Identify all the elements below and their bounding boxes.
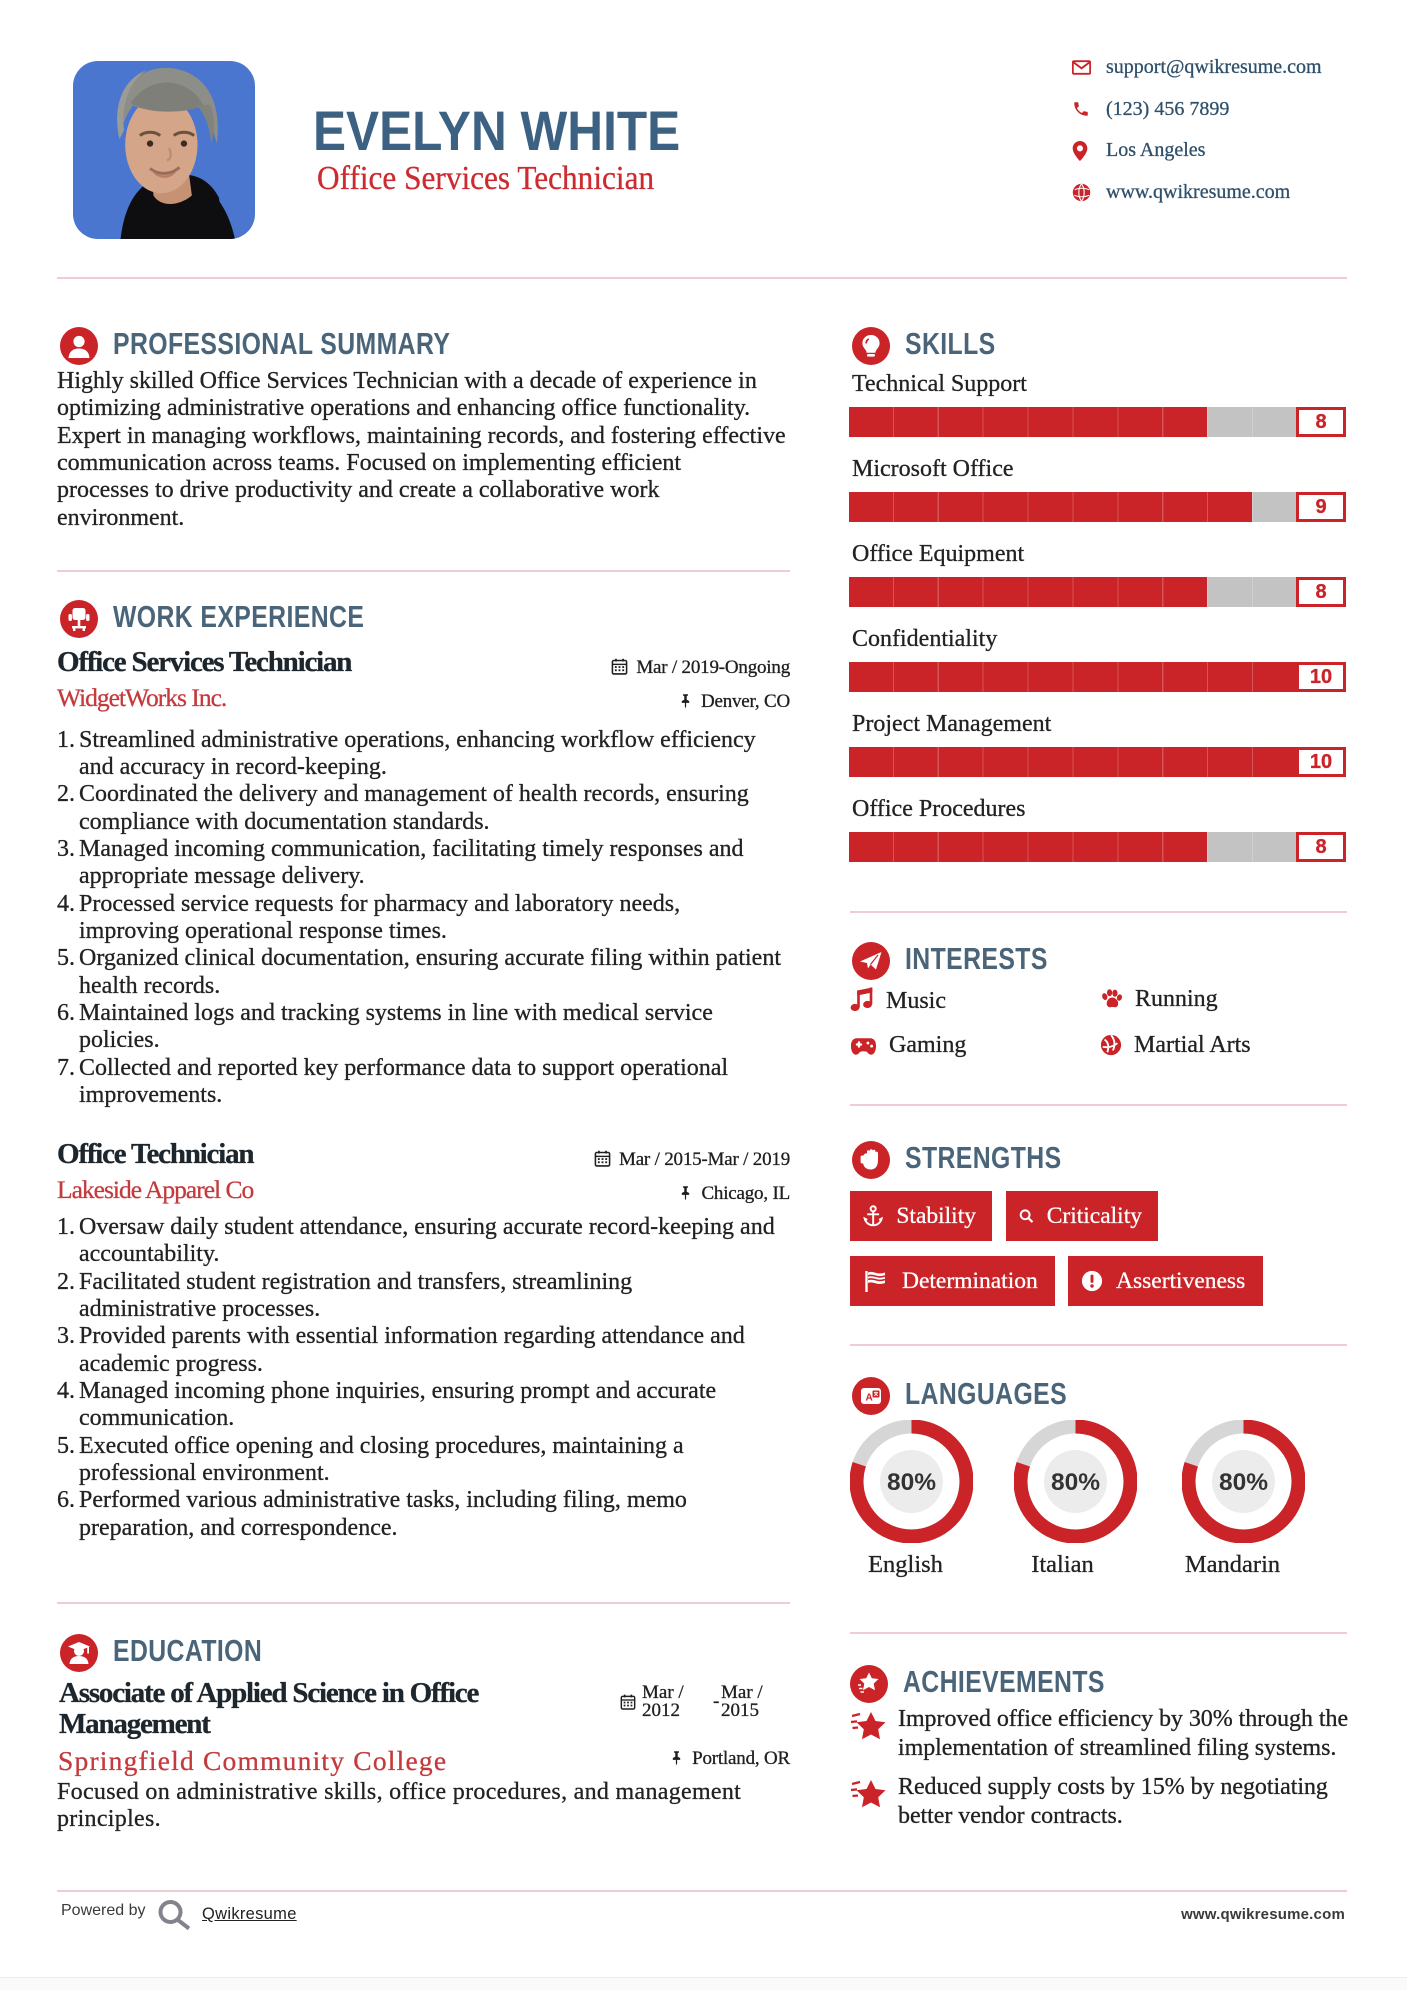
svg-text:A: A bbox=[866, 1393, 873, 1404]
svg-text:80%: 80% bbox=[1219, 1469, 1268, 1496]
svg-text:80%: 80% bbox=[887, 1469, 936, 1496]
svg-text:80%: 80% bbox=[1051, 1469, 1100, 1496]
